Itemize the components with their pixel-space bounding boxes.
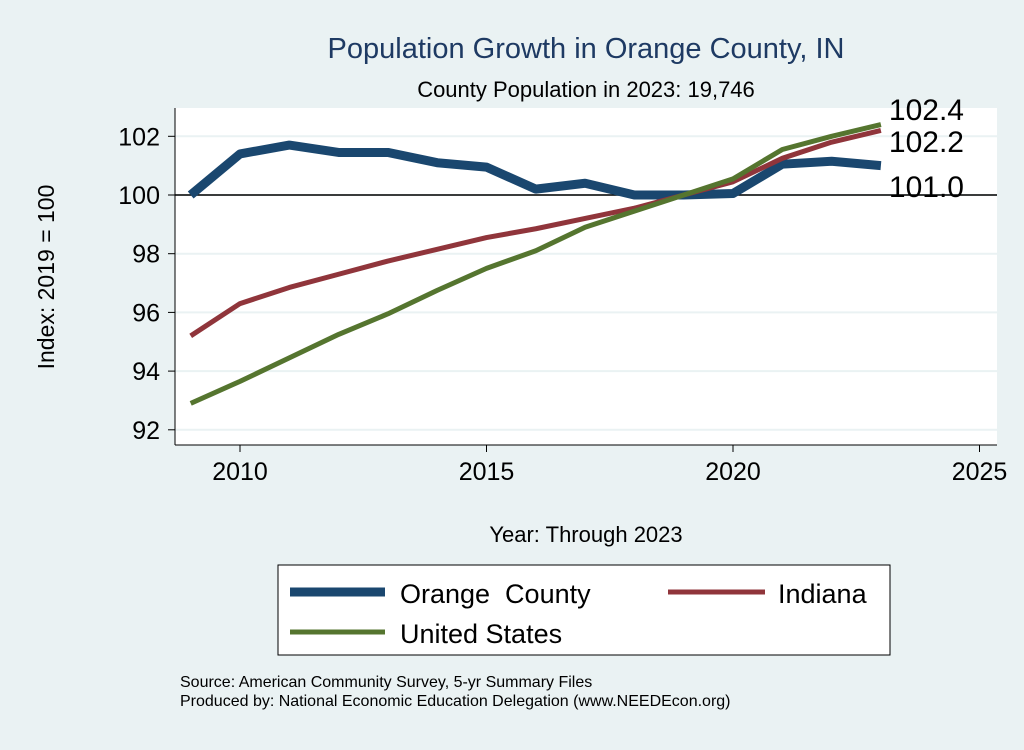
producer-note: Produced by: National Economic Education… bbox=[180, 693, 731, 710]
x-tick-label: 2025 bbox=[952, 458, 1008, 486]
end-label: 102.2 bbox=[889, 126, 964, 159]
legend: Orange County Indiana United States bbox=[277, 564, 891, 656]
legend-label-united-states: United States bbox=[400, 619, 562, 649]
series-line-united-states bbox=[189, 122, 882, 406]
y-tick-label: 92 bbox=[132, 417, 160, 445]
legend-label-indiana: Indiana bbox=[778, 579, 868, 609]
plot-area bbox=[175, 108, 997, 445]
y-tick-label: 94 bbox=[132, 358, 160, 386]
chart-title: Population Growth in Orange County, IN bbox=[328, 33, 845, 65]
source-note: Source: American Community Survey, 5-yr … bbox=[180, 674, 592, 691]
x-tick-label: 2015 bbox=[459, 458, 515, 486]
y-tick-label: 100 bbox=[118, 182, 160, 210]
x-tick-label: 2010 bbox=[212, 458, 268, 486]
x-tick-label: 2020 bbox=[705, 458, 761, 486]
series-line-orange-county bbox=[187, 140, 882, 200]
end-label: 102.4 bbox=[889, 94, 964, 127]
chart-subtitle: County Population in 2023: 19,746 bbox=[417, 77, 755, 102]
legend-label-orange-county: Orange County bbox=[400, 579, 591, 609]
series-line-indiana bbox=[189, 127, 882, 338]
y-tick-label: 102 bbox=[118, 123, 160, 151]
y-tick-label: 96 bbox=[132, 299, 160, 327]
x-axis-label: Year: Through 2023 bbox=[489, 522, 682, 547]
y-axis-label: Index: 2019 = 100 bbox=[33, 185, 59, 370]
end-label: 101.0 bbox=[889, 171, 964, 204]
y-tick-label: 98 bbox=[132, 241, 160, 269]
